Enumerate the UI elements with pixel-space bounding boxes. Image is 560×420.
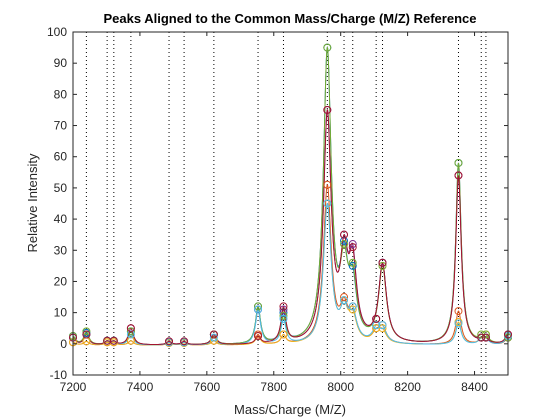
- peak-marker-1-15: [454, 307, 463, 316]
- peak-marker-4-8: [254, 302, 263, 311]
- x-tick-label-4: 8000: [327, 380, 354, 394]
- peak-marker-6-9: [279, 302, 288, 311]
- x-axis-label: Mass/Charge (M/Z): [234, 402, 346, 417]
- axes-box: [72, 31, 509, 376]
- peak-marker-2-14: [378, 324, 387, 333]
- peak-marker-6-4: [126, 324, 135, 333]
- peak-marker-5-12: [348, 302, 357, 311]
- peak-marker-6-1: [82, 330, 91, 339]
- peak-marker-4-1: [82, 327, 91, 336]
- series-line-6: [72, 108, 509, 346]
- peak-marker-2-7: [209, 336, 218, 345]
- peak-marker-6-11: [340, 230, 349, 239]
- peak-marker-5-15: [454, 319, 463, 328]
- y-tick-label-10: 90: [54, 56, 68, 70]
- x-tick-label-6: 8400: [461, 380, 488, 394]
- y-tick-label-5: 40: [54, 212, 68, 226]
- peak-marker-4-14: [378, 261, 387, 270]
- x-tick-label-1: 7400: [127, 380, 154, 394]
- peak-marker-6-15: [454, 171, 463, 180]
- peak-marker-4-12: [348, 258, 357, 267]
- y-tick-label-7: 60: [54, 150, 68, 164]
- peak-marker-6-14: [378, 258, 387, 267]
- peak-marker-0-11: [340, 236, 349, 245]
- peak-marker-6-7: [209, 330, 218, 339]
- x-tick-label-5: 8200: [394, 380, 421, 394]
- x-tick-label-0: 7200: [60, 380, 87, 394]
- x-tick-label-3: 7800: [260, 380, 287, 394]
- peak-marker-6-3: [109, 336, 118, 345]
- peak-marker-5-7: [209, 333, 218, 342]
- y-tick-label-6: 50: [54, 181, 68, 195]
- peak-marker-6-10: [323, 105, 332, 114]
- peak-marker-5-11: [340, 296, 349, 305]
- peak-marker-3-9: [279, 305, 288, 314]
- peak-marker-4-9: [279, 311, 288, 320]
- y-tick-label-1: 0: [60, 337, 67, 351]
- y-tick-label-0: -10: [50, 368, 68, 382]
- peak-marker-6-5: [165, 337, 174, 346]
- peak-marker-4-11: [340, 240, 349, 249]
- y-tick-label-2: 10: [54, 306, 68, 320]
- peak-marker-5-4: [126, 330, 135, 339]
- marker-layer: [69, 43, 512, 347]
- y-tick-label-11: 100: [47, 25, 67, 39]
- y-axis: -10 0 10 20 30 40 50 60 70 80 90 100: [47, 25, 508, 382]
- peak-marker-6-13: [372, 314, 381, 323]
- x-tick-label-2: 7600: [193, 380, 220, 394]
- peak-marker-5-9: [279, 314, 288, 323]
- peak-marker-6-16: [477, 333, 486, 342]
- chart-title: Peaks Aligned to the Common Mass/Charge …: [104, 11, 477, 26]
- y-tick-label-8: 70: [54, 119, 68, 133]
- peak-marker-6-12: [348, 243, 357, 252]
- peak-marker-1-10: [323, 180, 332, 189]
- peak-marker-2-12: [348, 305, 357, 314]
- series-layer: [72, 45, 509, 346]
- y-tick-label-3: 20: [54, 274, 68, 288]
- peak-marker-4-10: [323, 43, 332, 52]
- peak-marker-4-4: [126, 327, 135, 336]
- peak-marker-6-17: [481, 333, 490, 342]
- peak-marker-0-9: [279, 308, 288, 317]
- plot-area: [73, 32, 508, 375]
- y-tick-label-9: 80: [54, 87, 68, 101]
- peak-marker-5-14: [378, 321, 387, 330]
- peak-marker-4-15: [454, 158, 463, 167]
- peak-marker-2-9: [279, 330, 288, 339]
- peak-marker-6-8: [254, 332, 263, 341]
- peak-marker-5-10: [323, 199, 332, 208]
- y-axis-label: Relative Intensity: [25, 153, 40, 252]
- peak-marker-3-12: [348, 240, 357, 249]
- peak-marker-6-6: [180, 337, 189, 346]
- y-tick-label-4: 30: [54, 243, 68, 257]
- peak-marker-2-4: [126, 336, 135, 345]
- peak-marker-5-8: [254, 305, 263, 314]
- peak-marker-5-13: [372, 321, 381, 330]
- x-axis: 7200 7400 7600 7800 8000 8200 8400: [60, 32, 488, 394]
- peak-marker-1-11: [340, 293, 349, 302]
- peak-marker-0-12: [348, 261, 357, 270]
- peak-marker-2-13: [372, 324, 381, 333]
